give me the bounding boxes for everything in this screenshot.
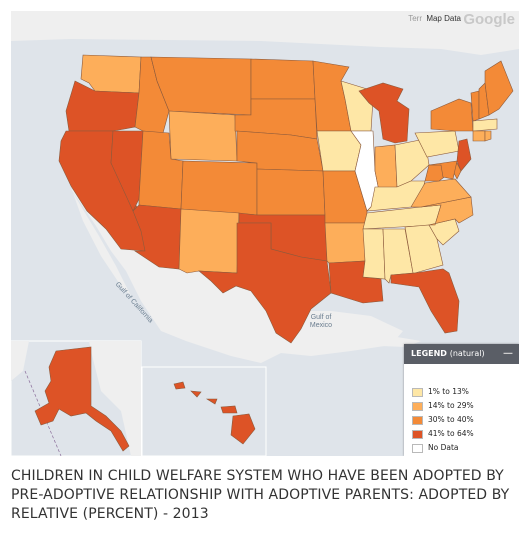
legend-title: LEGEND: [411, 349, 447, 358]
state-hi[interactable]: [173, 381, 186, 390]
state-co[interactable]: [180, 160, 258, 216]
state-in[interactable]: [374, 144, 398, 192]
canada-inset-land: [89, 341, 141, 456]
legend-header[interactable]: LEGEND (natural) —: [404, 344, 519, 364]
choropleth-map[interactable]: [11, 11, 519, 456]
state-or[interactable]: [65, 80, 140, 132]
page-title: CHILDREN IN CHILD WELFARE SYSTEM WHO HAV…: [11, 468, 510, 522]
terms-label[interactable]: Terr: [408, 14, 422, 23]
legend-swatch: [412, 387, 423, 397]
state-nm[interactable]: [178, 208, 240, 274]
map-panel[interactable]: Terr Map Data Google Gulf of California …: [11, 11, 519, 456]
state-nc[interactable]: [420, 196, 474, 226]
baja-land: [73, 193, 131, 296]
state-hi[interactable]: [230, 413, 256, 445]
state-ms[interactable]: [362, 228, 386, 280]
legend-item: No Data: [412, 442, 459, 453]
legend-item: 1% to 13%: [412, 386, 469, 397]
legend-swatch: [412, 429, 423, 439]
map-data-link[interactable]: Map Data: [426, 14, 461, 23]
legend-label: 14% to 29%: [428, 401, 474, 410]
legend-label: 1% to 13%: [428, 387, 469, 396]
state-ks[interactable]: [256, 168, 326, 216]
state-hi[interactable]: [220, 405, 238, 414]
state-ri[interactable]: [484, 130, 492, 142]
legend-label: 41% to 64%: [428, 429, 474, 438]
state-mi[interactable]: [358, 82, 410, 144]
state-md[interactable]: [428, 160, 458, 180]
state-hi[interactable]: [190, 390, 202, 398]
state-wy[interactable]: [168, 110, 238, 162]
legend-label: No Data: [428, 443, 459, 452]
legend-item: 14% to 29%: [412, 400, 474, 411]
legend-item: 41% to 64%: [412, 428, 474, 439]
state-ny[interactable]: [430, 98, 474, 132]
russia-inset-land: [11, 341, 29, 381]
state-nj[interactable]: [456, 138, 472, 172]
legend-swatch: [412, 443, 423, 453]
state-ct[interactable]: [472, 130, 486, 142]
legend-label: 30% to 40%: [428, 415, 474, 424]
state-tx[interactable]: [198, 222, 332, 344]
legend-swatch: [412, 401, 423, 411]
state-me[interactable]: [484, 60, 514, 116]
map-legend: LEGEND (natural) — 1% to 13% 14% to 29% …: [404, 344, 519, 456]
legend-swatch: [412, 415, 423, 425]
hawaii-inset: [141, 366, 267, 456]
state-ar[interactable]: [324, 222, 368, 264]
gulf-of-mexico-label: Gulf of Mexico: [309, 314, 333, 329]
state-ak[interactable]: [34, 346, 130, 452]
google-logo: Google: [463, 11, 515, 28]
state-mt[interactable]: [150, 56, 252, 116]
canada-land: [11, 11, 519, 55]
state-nd[interactable]: [250, 58, 316, 100]
legend-subtitle: (natural): [449, 349, 485, 358]
minus-icon[interactable]: —: [503, 348, 513, 359]
state-ia[interactable]: [316, 130, 362, 172]
mexico-land: [71, 189, 403, 363]
state-nv[interactable]: [110, 130, 144, 212]
state-fl[interactable]: [390, 268, 460, 334]
state-ma[interactable]: [472, 118, 498, 132]
states-layer: [58, 54, 514, 344]
state-va[interactable]: [410, 178, 472, 208]
legend-item: 30% to 40%: [412, 414, 474, 425]
state-hi[interactable]: [205, 398, 218, 405]
state-wa[interactable]: [80, 54, 142, 94]
inset-layer: [34, 346, 256, 452]
